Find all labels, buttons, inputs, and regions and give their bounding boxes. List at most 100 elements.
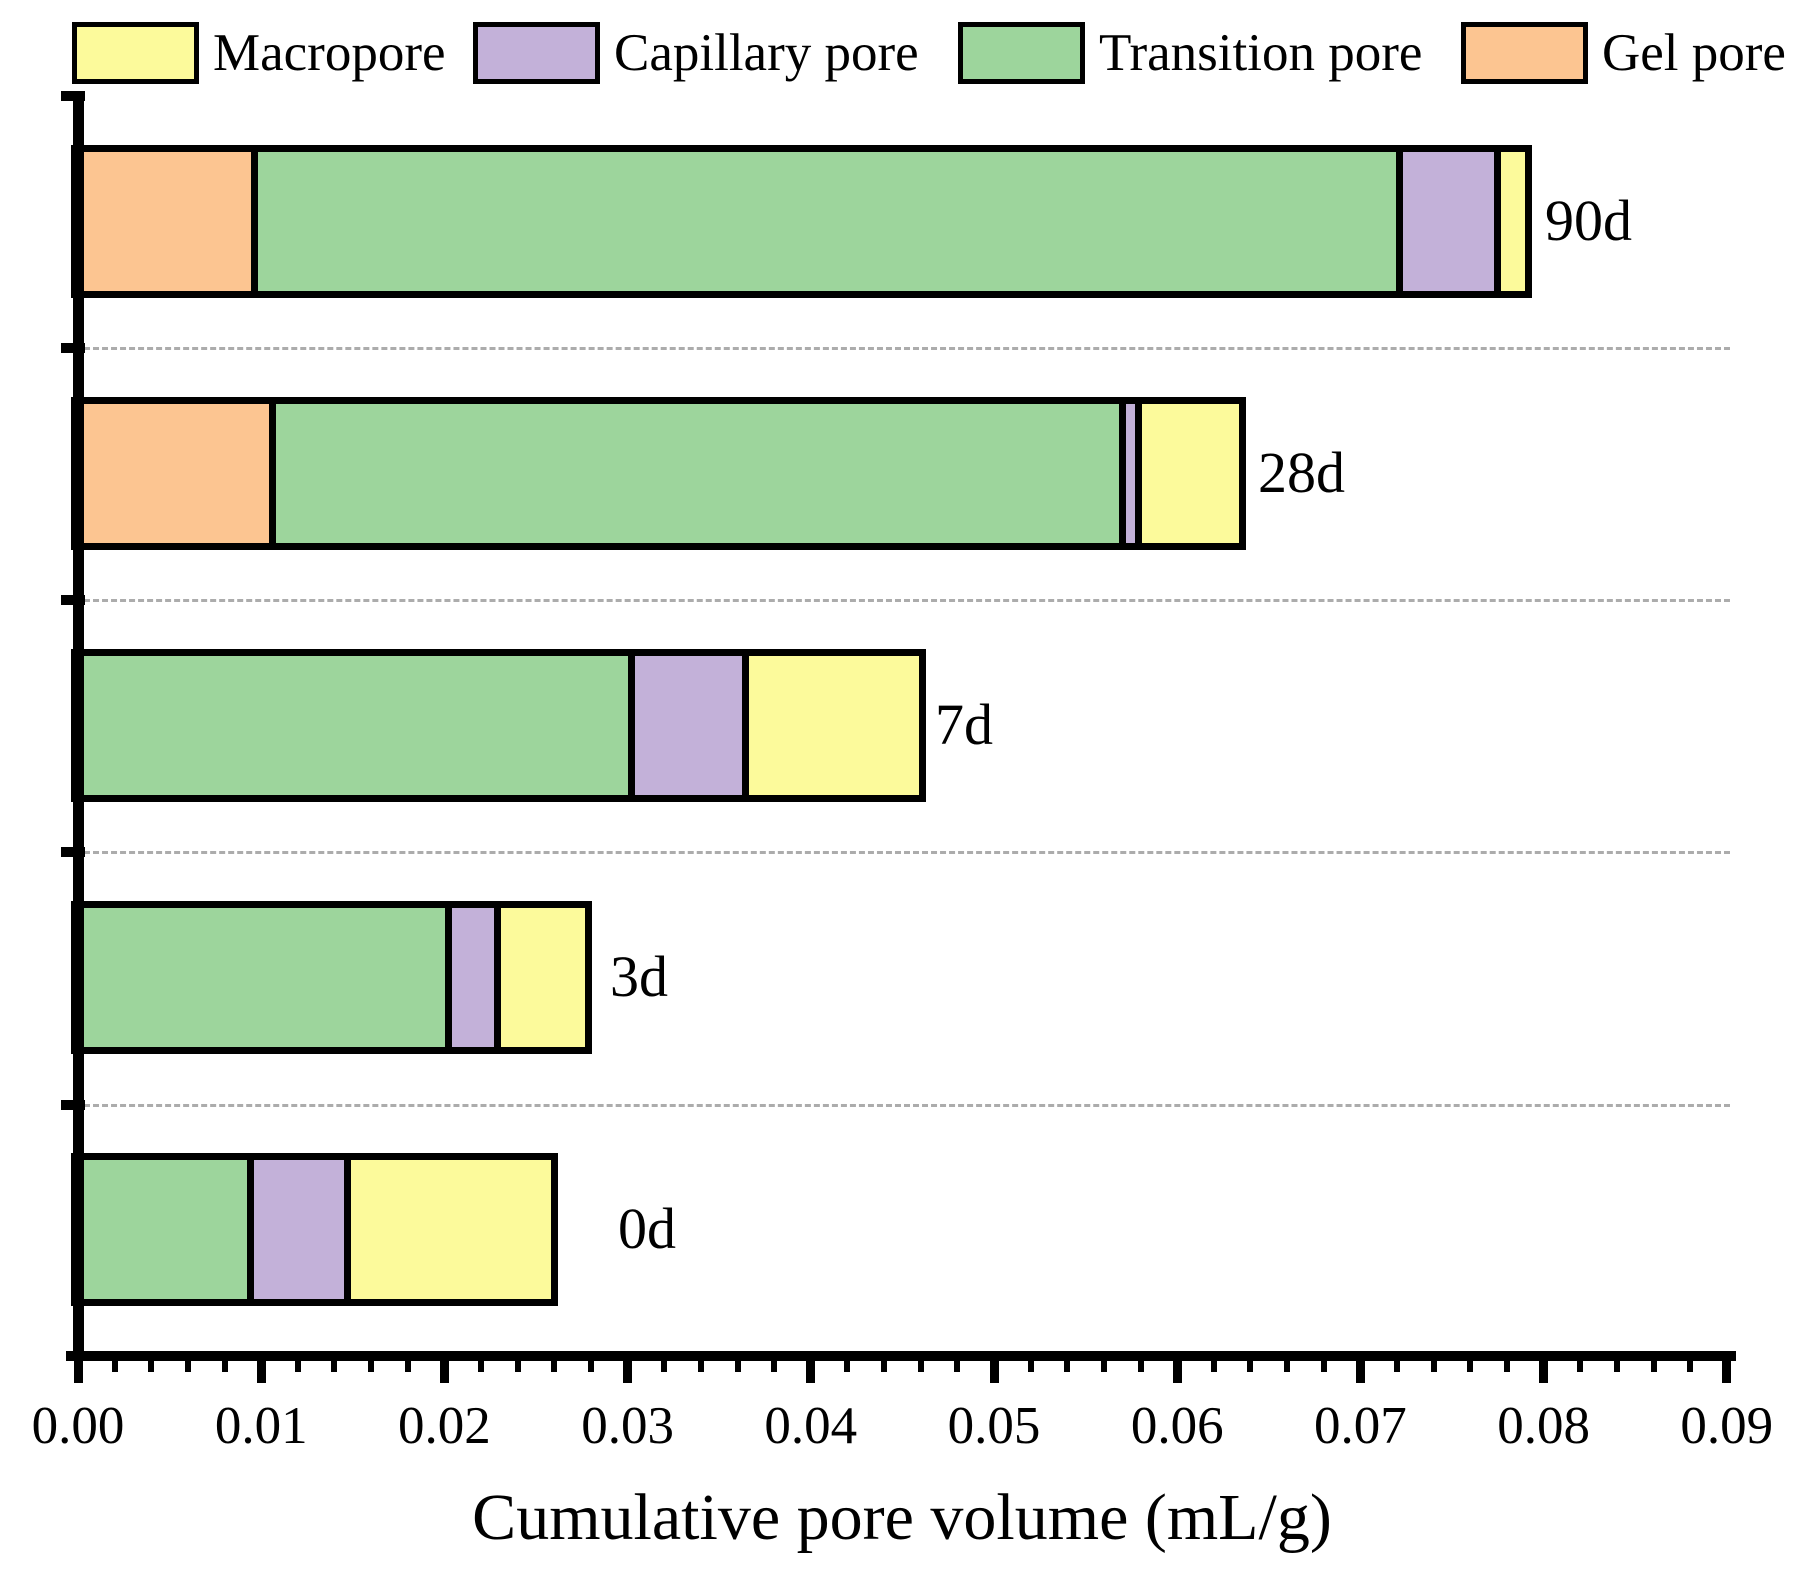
bar-90d — [71, 145, 1533, 298]
x-axis-minor-tick — [478, 1361, 485, 1372]
x-axis-major-tick — [256, 1361, 266, 1383]
x-axis-tick-label: 0.01 — [214, 1397, 308, 1455]
bar-28d-segment-gel-pore — [78, 404, 276, 543]
bar-7d — [71, 649, 926, 802]
bar-28d — [71, 397, 1247, 550]
bar-label-7d: 7d — [935, 692, 993, 757]
x-axis-minor-tick — [734, 1361, 741, 1372]
x-axis-tick-label: 0.07 — [1314, 1397, 1407, 1455]
legend-label-capillary-pore: Capillary pore — [614, 24, 919, 82]
x-axis-minor-tick — [294, 1361, 301, 1372]
bar-28d-segment-capillary-pore — [1125, 404, 1143, 543]
bar-90d-segment-transition-pore — [257, 152, 1403, 291]
bar-0d-segment-transition-pore — [78, 1160, 254, 1299]
x-axis-minor-tick — [1320, 1361, 1327, 1372]
bar-90d-segment-capillary-pore — [1402, 152, 1502, 291]
bar-90d-segment-gel-pore — [78, 152, 258, 291]
x-axis-major-tick — [1355, 1361, 1365, 1383]
x-axis-major-tick — [806, 1361, 816, 1383]
legend-item-macropore: Macropore — [72, 22, 446, 84]
x-axis-tick-label: 0.03 — [581, 1397, 674, 1455]
bar-7d-segment-capillary-pore — [634, 656, 749, 795]
bar-7d-segment-macropore — [748, 656, 919, 795]
bar-28d-segment-macropore — [1142, 404, 1240, 543]
x-axis-minor-tick — [1687, 1361, 1694, 1372]
legend-label-macropore: Macropore — [213, 24, 446, 82]
y-axis-tick — [61, 847, 85, 857]
bar-label-0d: 0d — [618, 1196, 676, 1261]
x-axis-tick-label: 0.02 — [398, 1397, 491, 1455]
x-axis-minor-tick — [331, 1361, 338, 1372]
x-axis-minor-tick — [1394, 1361, 1401, 1372]
bar-28d-segment-transition-pore — [275, 404, 1126, 543]
bar-0d-segment-macropore — [350, 1160, 551, 1299]
x-axis-minor-tick — [1650, 1361, 1657, 1372]
category-gridline — [84, 1104, 1730, 1107]
legend-item-transition-pore: Transition pore — [958, 22, 1422, 84]
legend-item-gel-pore: Gel pore — [1461, 22, 1786, 84]
bar-3d-segment-transition-pore — [78, 908, 452, 1047]
x-axis-minor-tick — [368, 1361, 375, 1372]
x-axis-minor-tick — [881, 1361, 888, 1372]
x-axis-minor-tick — [1467, 1361, 1474, 1372]
x-axis-minor-tick — [514, 1361, 521, 1372]
x-axis-minor-tick — [148, 1361, 155, 1372]
x-axis-tick-label: 0.09 — [1680, 1397, 1774, 1455]
x-axis-minor-tick — [404, 1361, 411, 1372]
y-axis-tick — [61, 343, 85, 353]
x-axis-minor-tick — [661, 1361, 668, 1372]
legend-label-gel-pore: Gel pore — [1602, 24, 1786, 82]
x-axis-tick-label: 0.06 — [1130, 1397, 1224, 1455]
x-axis-minor-tick — [844, 1361, 851, 1372]
bar-0d — [71, 1153, 558, 1306]
legend-item-capillary-pore: Capillary pore — [473, 22, 919, 84]
legend-swatch-transition-pore — [958, 22, 1085, 84]
category-gridline — [84, 599, 1730, 602]
x-axis-minor-tick — [697, 1361, 704, 1372]
bar-3d — [71, 901, 593, 1054]
x-axis-minor-tick — [111, 1361, 118, 1372]
category-gridline — [84, 347, 1730, 350]
bar-label-3d: 3d — [610, 944, 668, 1009]
category-gridline — [84, 851, 1730, 854]
x-axis-minor-tick — [1613, 1361, 1620, 1372]
bar-label-28d: 28d — [1258, 440, 1345, 505]
x-axis-minor-tick — [917, 1361, 924, 1372]
x-axis-minor-tick — [771, 1361, 778, 1372]
y-axis-tick — [61, 595, 85, 605]
x-axis-major-tick — [1172, 1361, 1182, 1383]
bar-90d-segment-macropore — [1501, 152, 1526, 291]
x-axis-tick-label: 0.04 — [764, 1397, 858, 1455]
x-axis-minor-tick — [551, 1361, 558, 1372]
bar-3d-segment-macropore — [501, 908, 586, 1047]
x-axis-tick-label: 0.08 — [1497, 1397, 1590, 1455]
x-axis-minor-tick — [1137, 1361, 1144, 1372]
x-axis-minor-tick — [1284, 1361, 1291, 1372]
legend-label-transition-pore: Transition pore — [1099, 24, 1423, 82]
bar-3d-segment-capillary-pore — [451, 908, 502, 1047]
x-axis-title: Cumulative pore volume (mL/g) — [472, 1481, 1332, 1554]
bar-label-90d: 90d — [1545, 188, 1632, 253]
y-axis — [73, 93, 84, 1361]
legend-swatch-gel-pore — [1461, 22, 1588, 84]
x-axis-minor-tick — [1503, 1361, 1510, 1372]
x-axis-minor-tick — [1247, 1361, 1254, 1372]
x-axis-minor-tick — [1210, 1361, 1217, 1372]
x-axis-minor-tick — [184, 1361, 191, 1372]
x-axis-major-tick — [989, 1361, 999, 1383]
x-axis-minor-tick — [1577, 1361, 1584, 1372]
bar-7d-segment-transition-pore — [78, 656, 635, 795]
y-axis-tick — [61, 91, 85, 101]
x-axis-major-tick — [1722, 1361, 1732, 1383]
x-axis-tick-label: 0.05 — [947, 1397, 1041, 1455]
x-axis-tick-label: 0.00 — [31, 1397, 125, 1455]
x-axis-minor-tick — [221, 1361, 228, 1372]
x-axis-major-tick — [623, 1361, 633, 1383]
x-axis-major-tick — [73, 1361, 83, 1383]
x-axis-major-tick — [439, 1361, 449, 1383]
x-axis-minor-tick — [954, 1361, 961, 1372]
y-axis-tick — [61, 1100, 85, 1110]
legend-swatch-capillary-pore — [473, 22, 600, 84]
x-axis-minor-tick — [1064, 1361, 1071, 1372]
